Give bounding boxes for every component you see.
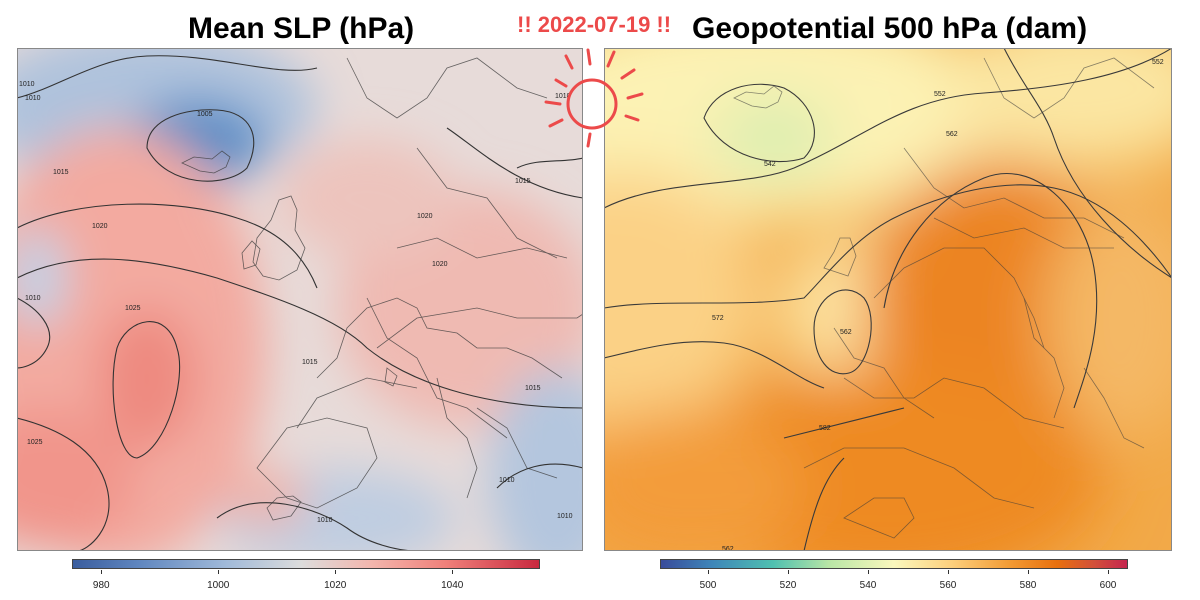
slp-colorbar-tick-label: 1040	[441, 580, 464, 591]
right-map-title: Geopotential 500 hPa (dam)	[692, 12, 1088, 45]
slp-coastlines	[181, 57, 583, 521]
slp-map: 1010 1010 1005 1015 1020 1010 1025 1025 …	[17, 48, 583, 551]
geopotential-colorbar-tick-label: 500	[699, 580, 717, 591]
geopotential-colorbar-tick-mark	[948, 570, 949, 574]
slp-colorbar-tick-label: 980	[92, 580, 110, 591]
contour-label: 1015	[302, 359, 318, 366]
contour-label: 562	[946, 131, 958, 138]
geopotential-colorbar-tick-label: 540	[859, 580, 877, 591]
geopotential-colorbar-tick-label: 520	[779, 580, 797, 591]
contour-label: 1010	[19, 81, 35, 88]
contour-label: 572	[712, 315, 724, 322]
contour-label: 552	[934, 91, 946, 98]
contour-label: 1025	[125, 305, 141, 312]
geopotential-map-panel: 552 552 562 542 562 572 582 562	[604, 48, 1172, 551]
contour-label: 1005	[197, 111, 213, 118]
slp-colorbar	[72, 559, 540, 569]
geopotential-colorbar-tick-label: 600	[1099, 580, 1117, 591]
contour-label: 1015	[53, 169, 69, 176]
slp-isobars	[17, 55, 583, 551]
geopotential-colorbar-tick-label: 580	[1019, 580, 1037, 591]
contour-label: 1015	[515, 178, 531, 185]
slp-colorbar-tick-mark	[218, 570, 220, 574]
geo-contour-labels: 552 552 562 542 562 572 582 562	[712, 59, 1164, 551]
contour-label: 1010	[499, 477, 515, 484]
date-label: !! 2022-07-19 !!	[517, 12, 672, 37]
geopotential-colorbar-tick-mark	[708, 570, 709, 574]
geopotential-colorbar	[660, 559, 1128, 569]
contour-label: 582	[819, 425, 831, 432]
contour-label: 1015	[525, 385, 541, 392]
slp-contour-labels: 1010 1010 1005 1015 1020 1010 1025 1025 …	[19, 81, 573, 524]
slp-colorbar-tick-label: 1000	[207, 580, 230, 591]
geopotential-colorbar-tick-mark	[788, 570, 789, 574]
slp-colorbar-tick-mark	[101, 570, 103, 574]
contour-label: 1020	[417, 213, 433, 220]
geo-contours	[604, 48, 1172, 551]
contour-label: 542	[764, 161, 776, 168]
left-map-title: Mean SLP (hPa)	[188, 12, 415, 45]
geopotential-colorbar-tick-mark	[1028, 570, 1029, 574]
contour-label: 1025	[27, 439, 43, 446]
geo-coastlines	[733, 57, 1155, 539]
sun-icon	[544, 48, 644, 148]
contour-label: 552	[1152, 59, 1164, 66]
contour-label: 1010	[25, 95, 41, 102]
contour-label: 1020	[432, 261, 448, 268]
slp-colorbar-tick-mark	[335, 570, 337, 574]
contour-label: 562	[840, 329, 852, 336]
geopotential-colorbar-tick-mark	[868, 570, 869, 574]
contour-label: 1010	[557, 513, 573, 520]
contour-label: 1020	[92, 223, 108, 230]
slp-colorbar-tick-mark	[452, 570, 454, 574]
contour-label: 1010	[25, 295, 41, 302]
geopotential-map: 552 552 562 542 562 572 582 562	[604, 48, 1172, 551]
geopotential-colorbar-tick-label: 560	[939, 580, 957, 591]
contour-label: 562	[722, 546, 734, 551]
slp-map-panel: 1010 1010 1005 1015 1020 1010 1025 1025 …	[17, 48, 583, 551]
geopotential-colorbar-tick-mark	[1108, 570, 1109, 574]
contour-label: 1010	[555, 93, 571, 100]
contour-label: 1010	[317, 517, 333, 524]
slp-colorbar-tick-label: 1020	[324, 580, 347, 591]
